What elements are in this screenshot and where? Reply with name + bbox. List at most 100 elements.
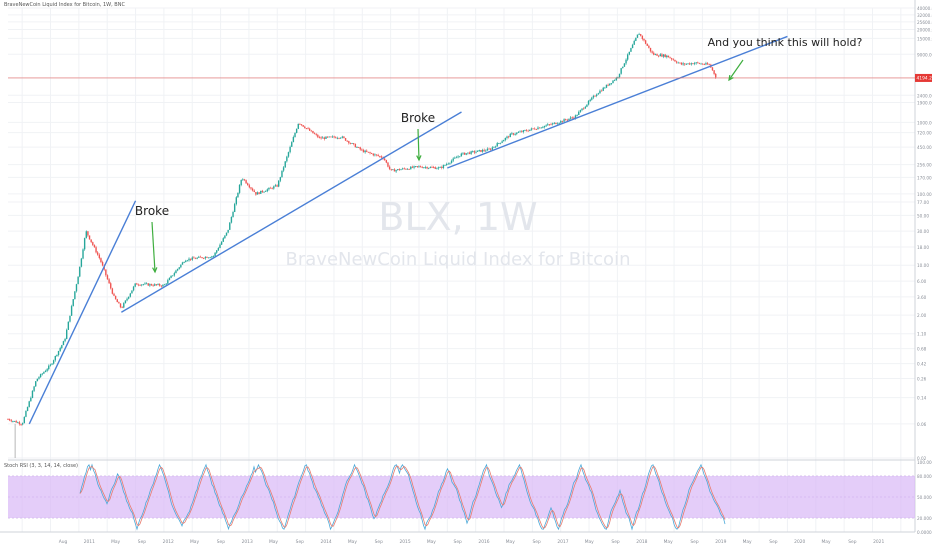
candle-body: [596, 95, 597, 96]
time-tick-label: Sep: [848, 539, 856, 545]
candle-body: [415, 166, 416, 167]
candle-body: [219, 245, 220, 248]
candle-body: [510, 134, 511, 137]
price-tick-label: 450.00: [917, 145, 932, 150]
candle-body: [426, 167, 427, 168]
candle-body: [226, 233, 227, 236]
candle-body: [46, 369, 47, 371]
candle-body: [395, 170, 396, 171]
candle-body: [562, 121, 563, 122]
time-tick-label: Sep: [454, 539, 462, 545]
candle-body: [570, 117, 571, 118]
candle-body: [227, 230, 228, 233]
candle-body: [583, 109, 584, 110]
candle-body: [221, 242, 222, 245]
candle-body: [51, 364, 52, 365]
candle-body: [697, 62, 698, 63]
candle-body: [234, 204, 235, 212]
candle-body: [249, 185, 250, 187]
candle-body: [196, 258, 197, 259]
candle-body: [112, 288, 113, 293]
time-tick-label: May: [822, 539, 831, 545]
time-tick-label: Sep: [769, 539, 777, 545]
candle-body: [456, 157, 457, 158]
candle-body: [715, 74, 716, 77]
candle-body: [705, 63, 706, 64]
candle-body: [459, 156, 460, 157]
time-tick-label: May: [111, 539, 120, 545]
candle-body: [182, 262, 183, 264]
price-tick-label: 0.42: [917, 362, 927, 367]
candle-body: [275, 185, 276, 186]
candle-body: [578, 112, 579, 115]
candle-body: [89, 235, 90, 239]
candle-body: [273, 186, 274, 188]
price-tick-label: 170.00: [917, 175, 932, 180]
candle-body: [134, 283, 135, 286]
candle-body: [159, 284, 160, 286]
candle-body: [422, 167, 423, 168]
candle-body: [86, 231, 87, 238]
time-tick-label: 2020: [794, 539, 805, 545]
price-tick-label: 40000.00: [917, 6, 932, 11]
rsi-axis[interactable]: 100.000080.000050.000020.00000.0000: [917, 460, 932, 535]
candle-body: [519, 131, 520, 132]
candle-body: [257, 192, 258, 194]
candle-body: [678, 63, 679, 64]
candle-body: [454, 158, 455, 159]
candle-body: [7, 419, 8, 420]
candle-body: [493, 147, 494, 148]
candle-body: [483, 150, 484, 151]
candle-body: [240, 180, 241, 185]
candle-body: [208, 257, 209, 258]
chart-header-title: BraveNewCoin Liquid Index for Bitcoin, 1…: [4, 2, 125, 8]
candle-body: [397, 169, 398, 170]
watermark-symbol: BLX, 1W: [378, 195, 537, 239]
candle-body: [643, 39, 644, 40]
candle-body: [338, 138, 339, 139]
candle-body: [276, 185, 277, 186]
candle-body: [558, 123, 559, 124]
candle-body: [231, 217, 232, 223]
candle-body: [214, 253, 215, 256]
candle-body: [464, 153, 465, 155]
candle-body: [691, 63, 692, 64]
candle-body: [285, 161, 286, 167]
candle-body: [707, 63, 708, 64]
candle-body: [497, 143, 498, 146]
candle-body: [580, 110, 581, 112]
candle-body: [260, 191, 261, 194]
candle-body: [461, 154, 462, 157]
candle-body: [198, 257, 199, 258]
time-tick-label: Sep: [375, 539, 383, 545]
candle-body: [376, 154, 377, 155]
candle-body: [69, 316, 70, 322]
annotation-broke-2: Broke: [401, 111, 435, 125]
candle-body: [674, 60, 675, 61]
candle-body: [144, 283, 145, 284]
price-tick-label: 30.00: [917, 229, 929, 234]
candle-body: [448, 164, 449, 165]
candle-body: [405, 169, 406, 170]
candle-body: [314, 133, 315, 134]
candle-body: [374, 154, 375, 155]
candle-body: [335, 137, 336, 138]
time-tick-label: Sep: [611, 539, 619, 545]
candle-body: [161, 286, 162, 287]
candle-body: [638, 34, 639, 35]
candle-body: [32, 391, 33, 398]
time-tick-label: May: [743, 539, 752, 545]
time-tick-label: Sep: [138, 539, 146, 545]
candle-body: [599, 91, 600, 94]
candle-body: [594, 96, 595, 97]
candle-body: [457, 156, 458, 157]
candle-body: [327, 137, 328, 138]
candle-body: [56, 355, 57, 356]
candle-body: [671, 58, 672, 59]
candle-body: [363, 150, 364, 152]
candle-body: [203, 258, 204, 259]
candle-body: [702, 64, 703, 65]
candle-body: [687, 63, 688, 64]
candle-body: [229, 223, 230, 230]
